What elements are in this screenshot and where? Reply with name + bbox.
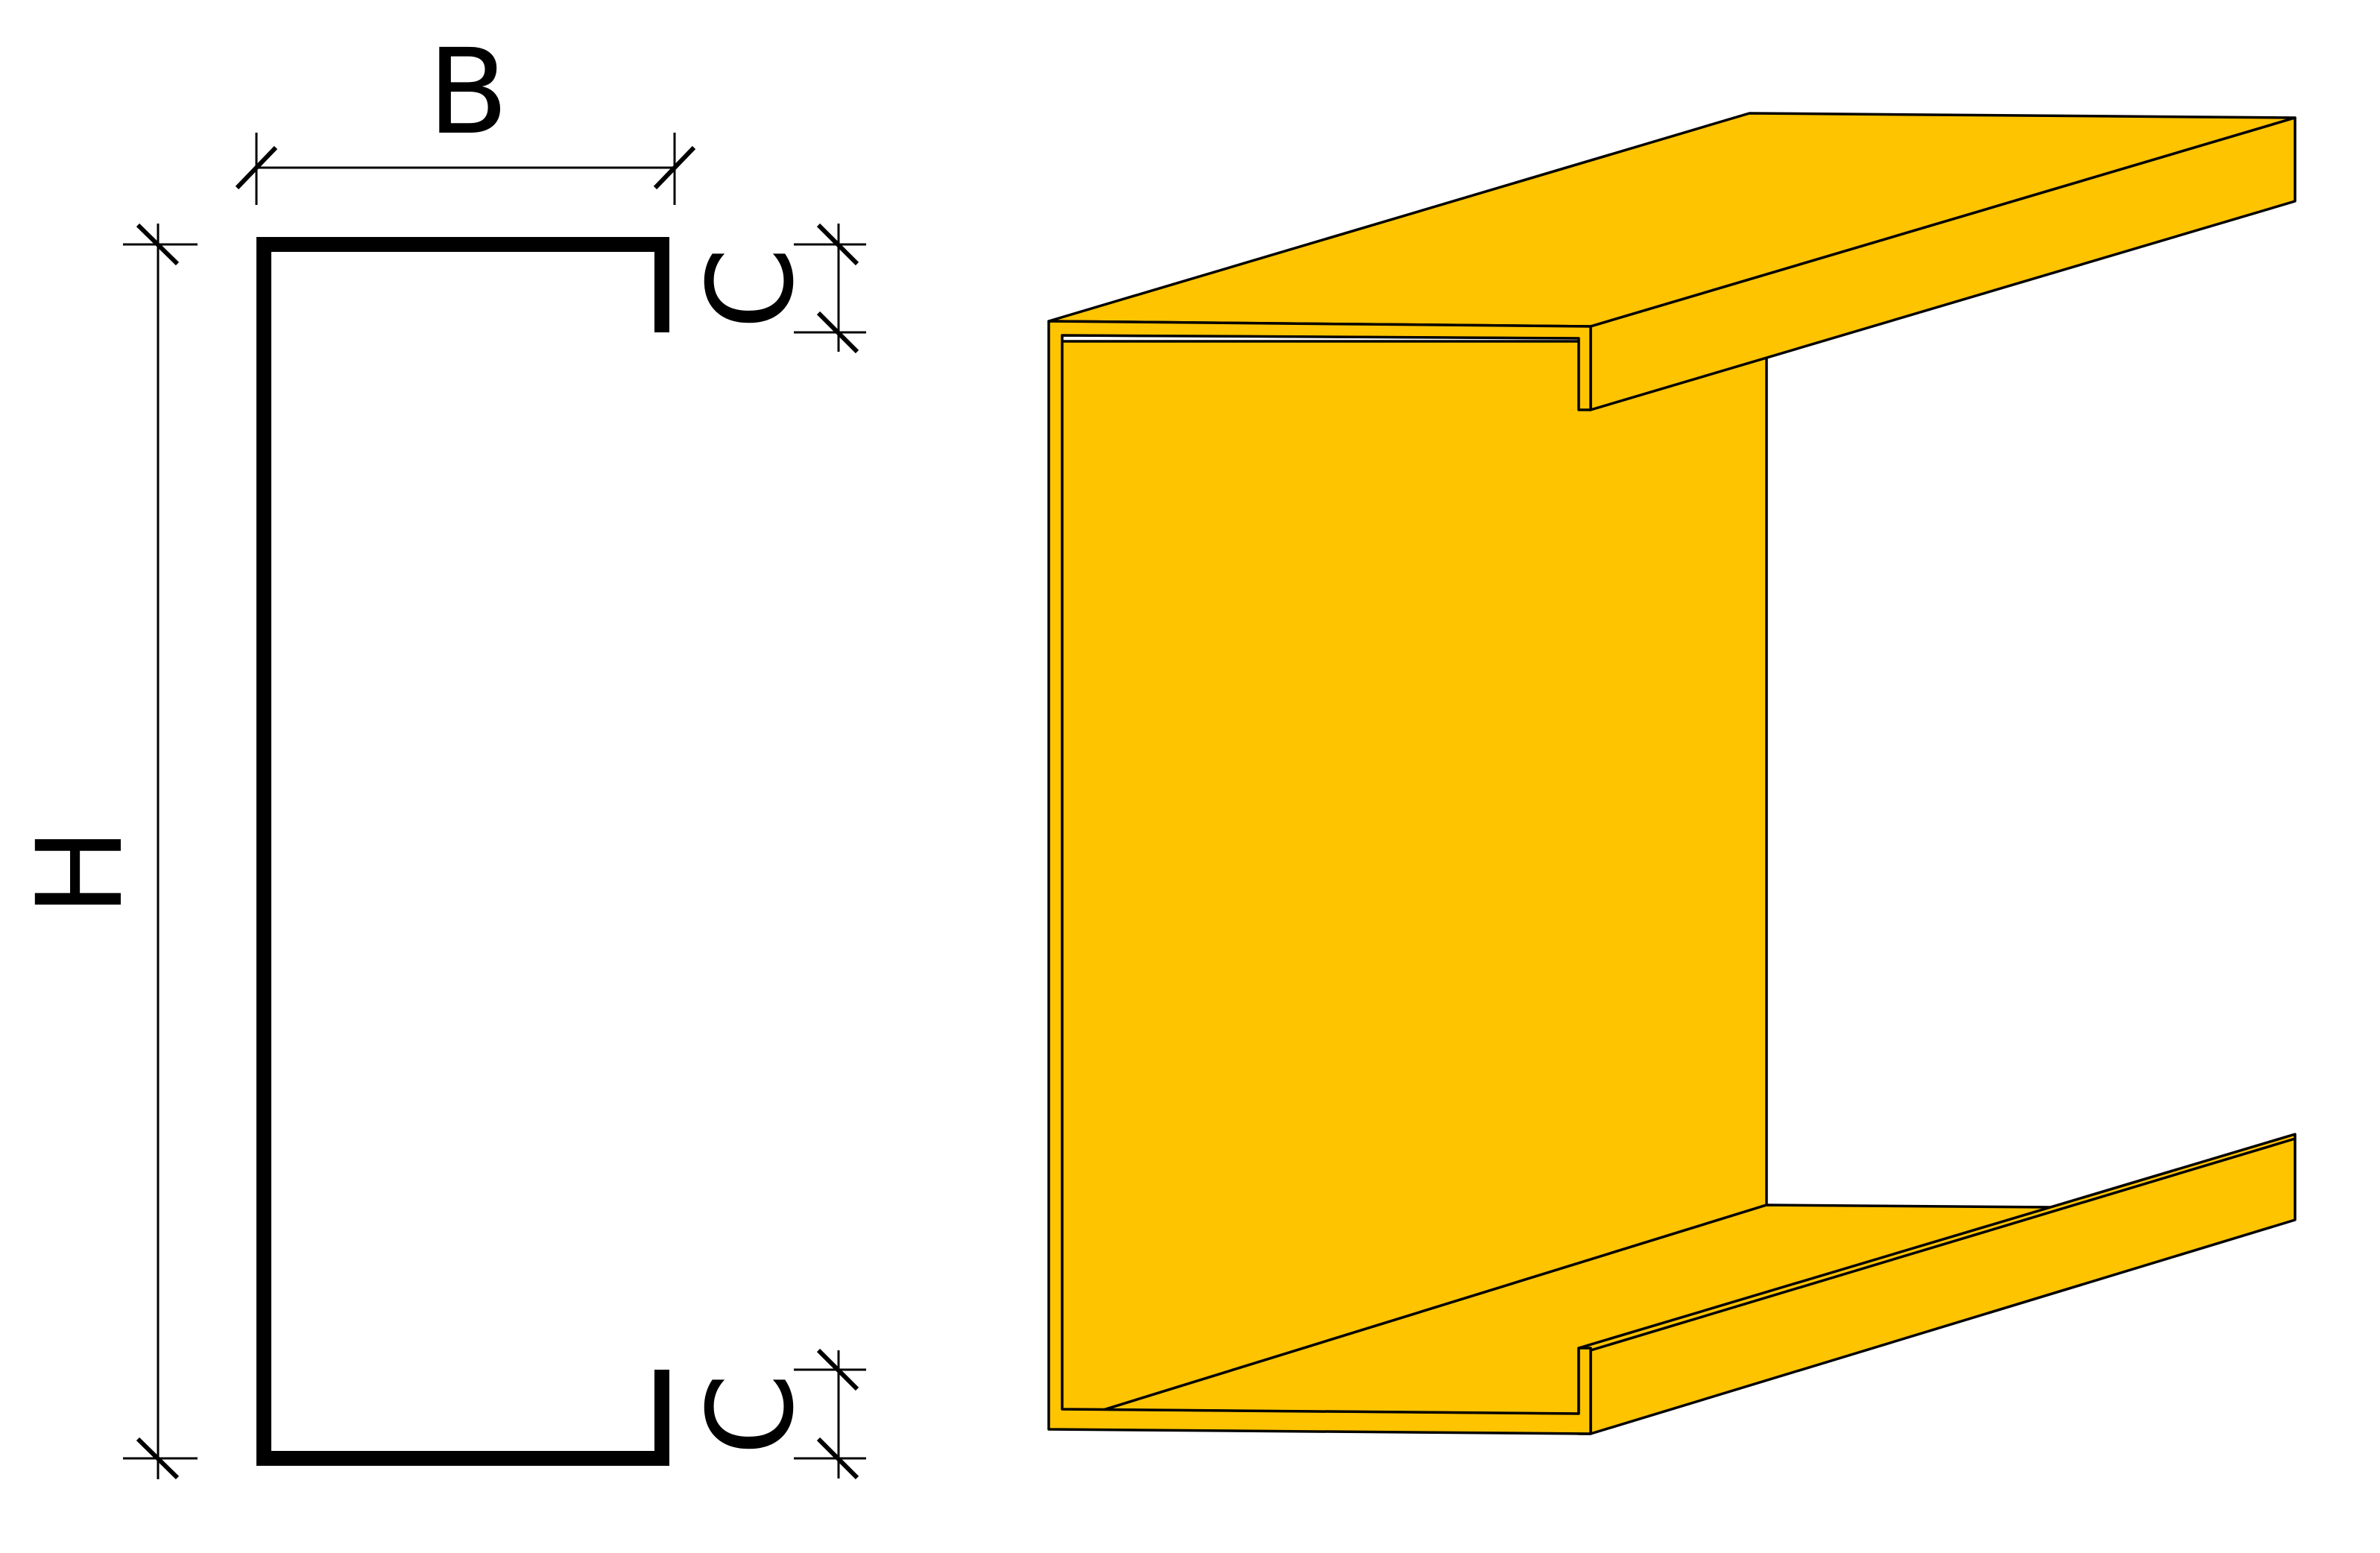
cross-section-drawing: B H C C	[12, 24, 866, 1480]
dimension-c-top	[794, 223, 866, 354]
dimension-h-label: H	[12, 828, 149, 917]
dimension-h	[123, 223, 198, 1480]
dimension-c-bottom-label: C	[683, 1373, 820, 1455]
isometric-channel	[1047, 112, 2297, 1435]
profile-outline	[256, 237, 669, 1466]
dimension-b	[235, 133, 696, 205]
dimension-c-top-label: C	[683, 247, 820, 329]
dimension-b-label: B	[428, 24, 508, 161]
dimension-c-bottom	[794, 1348, 866, 1480]
